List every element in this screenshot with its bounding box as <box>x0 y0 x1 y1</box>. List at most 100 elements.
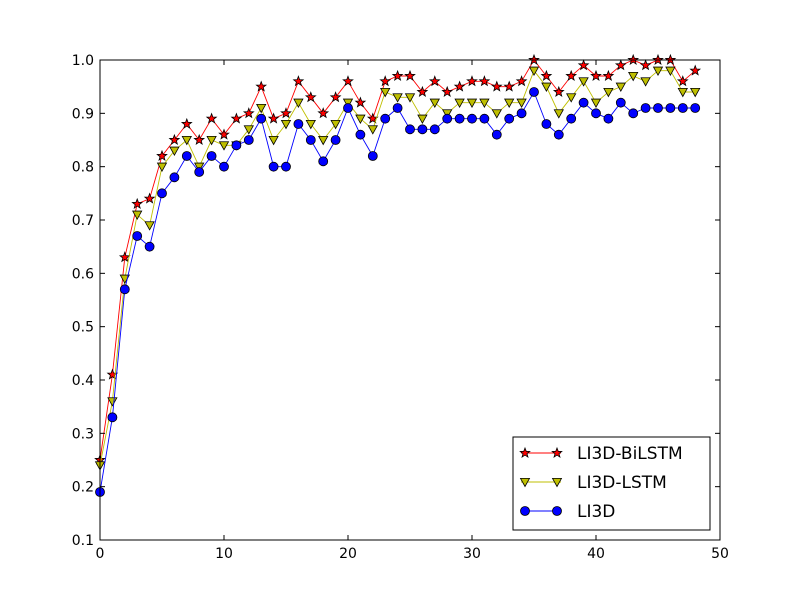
data-point <box>305 120 316 130</box>
data-point <box>491 109 502 119</box>
data-point <box>318 156 329 167</box>
data-point <box>367 151 378 161</box>
data-point <box>665 103 676 113</box>
data-point <box>205 112 218 124</box>
data-point <box>107 412 118 423</box>
data-point <box>466 75 478 87</box>
data-point <box>429 124 440 135</box>
y-tick-label: 0.7 <box>72 213 94 229</box>
data-point <box>169 146 180 156</box>
data-point <box>405 124 415 135</box>
data-point <box>429 98 440 108</box>
data-point <box>467 113 477 124</box>
data-point <box>355 114 366 124</box>
data-point <box>541 82 552 92</box>
legend-marker <box>519 446 531 458</box>
y-tick-label: 0.3 <box>72 426 94 442</box>
x-tick-label: 10 <box>215 546 233 562</box>
data-point <box>565 69 578 81</box>
data-point <box>342 75 354 87</box>
data-point <box>503 80 516 92</box>
x-tick-label: 50 <box>711 546 729 562</box>
data-point <box>454 113 465 124</box>
data-point <box>317 107 330 119</box>
data-point <box>442 113 453 124</box>
data-point <box>479 113 490 124</box>
data-point <box>441 85 454 97</box>
data-point <box>218 128 230 140</box>
data-point <box>256 104 267 114</box>
data-point <box>653 103 663 113</box>
data-point <box>366 112 379 124</box>
data-point <box>614 59 627 71</box>
data-point <box>206 135 217 146</box>
data-point <box>504 98 515 108</box>
legend-marker <box>552 506 562 516</box>
data-point <box>639 59 652 71</box>
data-point <box>268 135 279 146</box>
data-point <box>181 151 192 161</box>
series-li3d <box>95 87 701 497</box>
data-point <box>640 77 651 87</box>
data-point <box>578 77 589 87</box>
series-li3d-bilstm <box>94 53 702 465</box>
data-point <box>230 112 243 124</box>
y-tick-label: 0.8 <box>72 160 94 176</box>
legend-label: LI3D-BiLSTM <box>577 444 683 464</box>
data-point <box>665 66 676 76</box>
data-point <box>504 113 515 124</box>
data-point <box>676 75 689 87</box>
data-point <box>603 113 614 124</box>
data-point <box>243 135 254 145</box>
data-point <box>453 80 466 92</box>
y-axis: 0.1 0.2 0.3 0.4 0.5 0.6 0.7 0.8 0.9 1.0 <box>72 53 720 549</box>
data-point <box>491 129 502 140</box>
data-point <box>281 161 291 172</box>
data-point <box>677 88 688 98</box>
data-point <box>515 75 528 87</box>
y-tick-label: 0.4 <box>72 373 94 389</box>
data-point <box>107 397 118 407</box>
legend: LI3D-BiLSTM LI3D-LSTM LI3D <box>512 436 711 531</box>
data-point <box>591 108 601 119</box>
data-point <box>379 75 392 87</box>
data-point <box>603 88 614 98</box>
data-point <box>218 141 230 151</box>
data-point <box>355 129 366 140</box>
data-point <box>578 97 589 108</box>
data-point <box>590 98 602 108</box>
data-point <box>131 197 144 209</box>
data-point <box>380 113 391 124</box>
data-point <box>404 93 416 103</box>
data-point <box>540 69 553 81</box>
data-point <box>652 66 664 76</box>
data-point <box>156 162 168 172</box>
data-point <box>106 368 119 380</box>
data-point <box>231 140 242 151</box>
data-point <box>330 120 341 130</box>
data-point <box>143 192 156 204</box>
data-point <box>628 72 639 82</box>
y-tick-label: 0.1 <box>72 533 94 549</box>
data-point <box>566 113 577 124</box>
data-point <box>428 75 441 87</box>
legend-label: LI3D-LSTM <box>577 473 667 493</box>
data-point <box>144 221 155 231</box>
data-point <box>242 107 255 119</box>
data-point <box>516 98 527 108</box>
data-point <box>690 103 701 113</box>
data-point <box>206 151 217 161</box>
data-point <box>640 103 651 113</box>
legend-box <box>512 436 711 531</box>
y-tick-label: 0.5 <box>72 320 94 336</box>
data-point <box>268 161 279 172</box>
data-point <box>541 119 552 129</box>
data-point <box>181 135 192 146</box>
data-point <box>490 80 503 92</box>
x-tick-label: 0 <box>96 546 105 562</box>
data-point <box>392 93 403 103</box>
data-point <box>118 251 131 263</box>
data-point <box>552 85 565 97</box>
data-point <box>602 69 615 81</box>
